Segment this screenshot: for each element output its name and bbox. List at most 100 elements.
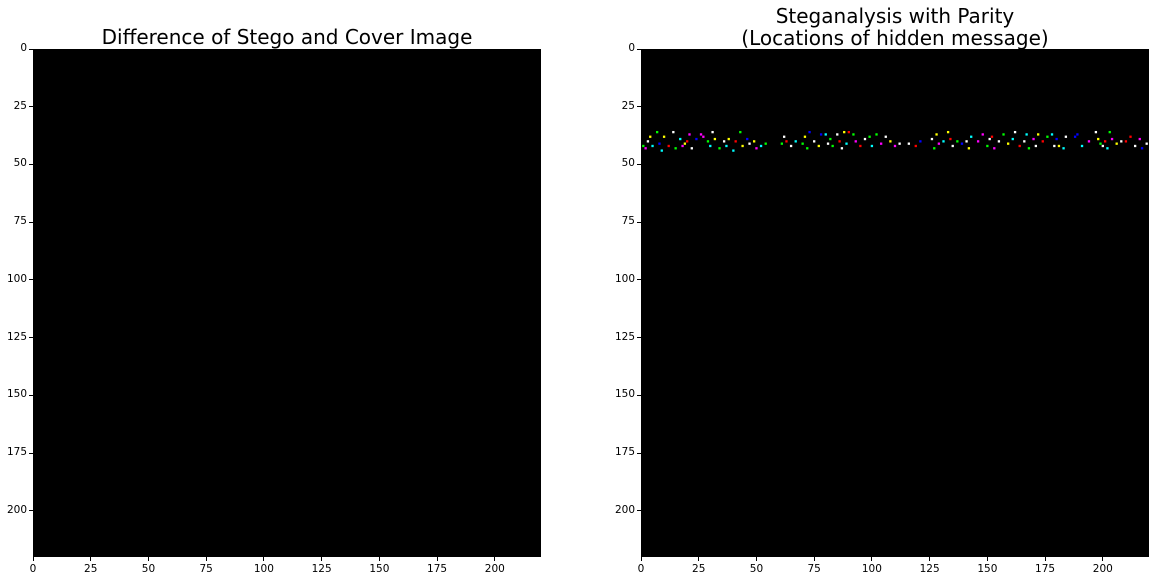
hidden-message-pixel	[725, 144, 728, 148]
hidden-message-pixel	[1050, 133, 1054, 136]
hidden-message-pixel	[741, 144, 744, 148]
x-tick-label: 0	[29, 563, 37, 575]
hidden-message-pixel	[1145, 142, 1148, 145]
y-tick-mark	[637, 452, 641, 454]
hidden-message-pixel	[997, 140, 1001, 143]
hidden-message-pixel	[702, 135, 705, 138]
x-tick-mark	[1102, 557, 1104, 561]
hidden-message-pixel	[690, 147, 693, 150]
hidden-message-pixel	[826, 142, 830, 145]
hidden-message-pixel	[965, 140, 968, 143]
hidden-message-pixel	[1002, 133, 1005, 136]
hidden-message-pixel	[801, 142, 804, 145]
x-tick-label: 50	[141, 563, 156, 575]
hidden-message-pixel	[732, 149, 735, 152]
hidden-message-pixel	[1101, 144, 1104, 148]
hidden-message-pixel	[1023, 140, 1026, 143]
hidden-message-pixel	[852, 133, 855, 136]
hidden-message-pixel	[672, 130, 675, 134]
y-tick-mark	[637, 510, 641, 512]
hidden-message-pixel	[1027, 147, 1031, 150]
hidden-message-pixel	[829, 137, 832, 141]
y-tick-label: 200	[6, 503, 27, 516]
hidden-message-pixel	[656, 130, 659, 134]
x-tick-label: 100	[253, 563, 274, 575]
hidden-message-pixel	[951, 144, 954, 148]
hidden-message-pixel	[1106, 147, 1109, 150]
hidden-message-pixel	[919, 140, 922, 143]
hidden-message-pixel	[780, 142, 784, 145]
chart-title: Steganalysis with Parity (Locations of h…	[595, 5, 1160, 49]
hidden-message-pixel	[875, 133, 878, 136]
x-tick-mark	[986, 557, 988, 561]
hidden-message-pixel	[679, 137, 682, 141]
y-tick-label: 200	[614, 503, 635, 516]
hidden-message-pixel	[1097, 137, 1100, 141]
hidden-message-pixel	[789, 144, 793, 148]
hidden-message-pixel	[1032, 137, 1035, 141]
x-tick-mark	[640, 557, 642, 561]
y-tick-mark	[29, 106, 33, 108]
x-tick-label: 200	[484, 563, 505, 575]
x-tick-label: 125	[919, 563, 940, 575]
y-tick-mark	[29, 510, 33, 512]
hidden-message-pixel	[836, 133, 839, 136]
hidden-message-pixel	[734, 140, 737, 143]
hidden-message-pixel	[914, 144, 917, 148]
y-tick-label: 50	[13, 157, 27, 170]
y-tick-mark	[29, 279, 33, 281]
hidden-message-pixel	[1124, 140, 1128, 143]
y-tick-mark	[637, 48, 641, 50]
hidden-message-pixel	[879, 142, 883, 145]
hidden-message-pixel	[722, 140, 726, 143]
hidden-message-pixel	[1087, 140, 1091, 143]
hidden-message-pixel	[1099, 142, 1102, 145]
hidden-message-pixel	[1076, 133, 1079, 136]
hidden-message-pixel	[1006, 142, 1010, 145]
hidden-message-pixel	[727, 137, 730, 141]
y-tick-label: 125	[614, 330, 635, 343]
y-tick-label: 25	[621, 99, 635, 112]
y-tick-label: 150	[6, 388, 27, 401]
hidden-message-pixel	[819, 133, 823, 136]
hidden-message-pixel	[930, 137, 934, 141]
hidden-message-pixel	[981, 133, 984, 136]
x-tick-mark	[205, 557, 207, 561]
x-tick-label: 175	[1035, 563, 1056, 575]
x-tick-mark	[494, 557, 496, 561]
hidden-message-pixel	[662, 135, 666, 138]
y-tick-label: 150	[614, 388, 635, 401]
hidden-message-pixel	[1013, 130, 1017, 134]
hidden-message-pixel	[859, 144, 862, 148]
hidden-message-pixel	[686, 140, 689, 143]
hidden-message-pixel	[990, 135, 994, 138]
hidden-message-pixel	[748, 142, 751, 145]
hidden-message-pixel	[946, 130, 950, 134]
y-tick-mark	[637, 163, 641, 165]
hidden-message-pixel	[868, 135, 871, 138]
hidden-message-pixel	[847, 130, 850, 134]
hidden-message-pixel	[1120, 140, 1123, 143]
hidden-message-pixel	[646, 140, 650, 143]
hidden-message-pixel	[1129, 135, 1132, 138]
hidden-message-pixel	[695, 137, 698, 141]
hidden-message-pixel	[785, 140, 788, 143]
difference-image	[33, 49, 541, 557]
hidden-message-pixel	[803, 135, 807, 138]
hidden-message-pixel	[970, 135, 973, 138]
hidden-message-pixel	[986, 144, 989, 148]
hidden-message-pixel	[759, 144, 763, 148]
hidden-message-pixel	[718, 147, 721, 150]
hidden-message-pixel	[824, 133, 827, 136]
hidden-message-pixel	[949, 137, 952, 141]
hidden-message-pixel	[1025, 133, 1028, 136]
hidden-message-pixel	[706, 140, 710, 143]
hidden-message-pixel	[752, 140, 756, 143]
hidden-message-pixel	[813, 140, 816, 143]
hidden-message-pixel	[870, 144, 874, 148]
chart-title-line-1: Steganalysis with Parity	[775, 4, 1015, 28]
hidden-message-pixel	[845, 142, 848, 145]
hidden-message-pixel	[831, 144, 834, 148]
x-tick-mark	[698, 557, 700, 561]
